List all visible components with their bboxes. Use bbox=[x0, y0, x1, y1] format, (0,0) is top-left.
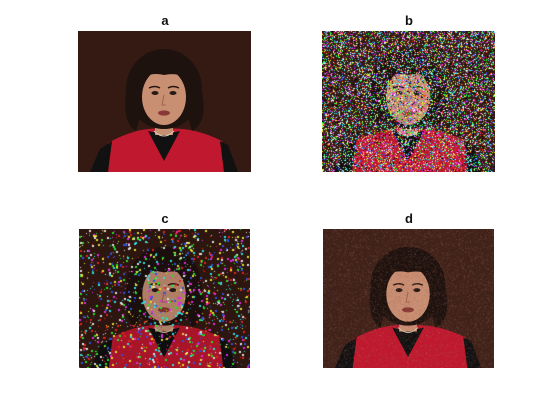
panel-title-c: c bbox=[161, 211, 169, 226]
noise-overlay bbox=[322, 31, 495, 172]
noise-overlay bbox=[79, 229, 250, 368]
portrait-image-c bbox=[79, 229, 250, 368]
portrait-image-b bbox=[322, 31, 495, 172]
noise-overlay bbox=[323, 229, 494, 368]
portrait-image-a bbox=[78, 31, 251, 172]
panel-title-b: b bbox=[405, 13, 413, 28]
panel-title-a: a bbox=[161, 13, 169, 28]
panel-title-d: d bbox=[405, 211, 413, 226]
portrait-image-d bbox=[323, 229, 494, 368]
portrait-drawing bbox=[78, 31, 251, 172]
